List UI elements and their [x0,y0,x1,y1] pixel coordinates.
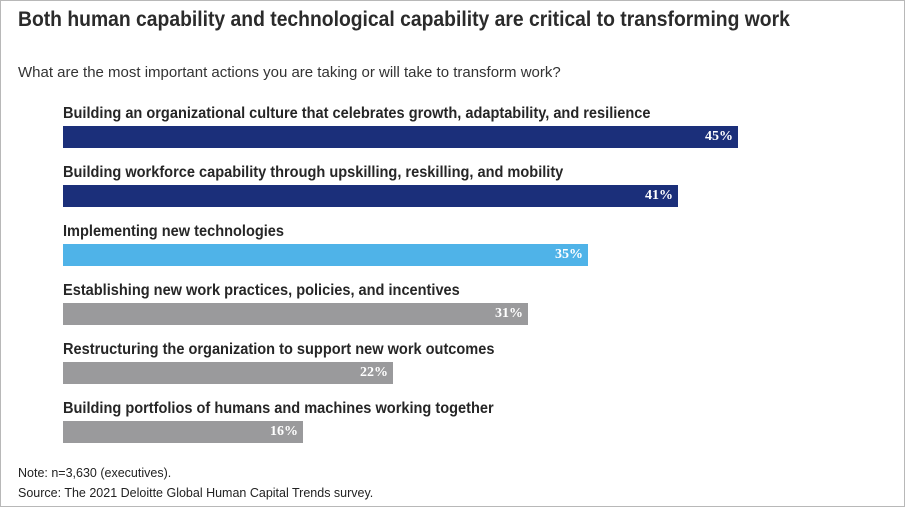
chart-title: Both human capability and technological … [18,8,790,31]
bar-value-label: 35% [555,247,583,262]
bar-value-label: 22% [360,365,388,380]
chart-subtitle: What are the most important actions you … [18,64,561,81]
bar [63,126,738,148]
bar [63,303,528,325]
bar-value-label: 31% [495,306,523,321]
bar-label: Building an organizational culture that … [63,105,651,122]
bar-value-label: 16% [270,424,298,439]
bar-label: Implementing new technologies [63,223,285,240]
chart-source: Source: The 2021 Deloitte Global Human C… [18,486,374,500]
bar-label: Building workforce capability through up… [63,164,564,181]
bar-label: Restructuring the organization to suppor… [63,341,495,358]
bar [63,421,303,443]
bar [63,185,678,207]
bar-value-label: 41% [645,188,673,203]
bar [63,362,393,384]
bar [63,244,588,266]
chart-note: Note: n=3,630 (executives). [18,466,172,480]
bar-value-label: 45% [705,129,733,144]
bar-label: Establishing new work practices, policie… [63,282,460,299]
bar-label: Building portfolios of humans and machin… [63,400,494,417]
